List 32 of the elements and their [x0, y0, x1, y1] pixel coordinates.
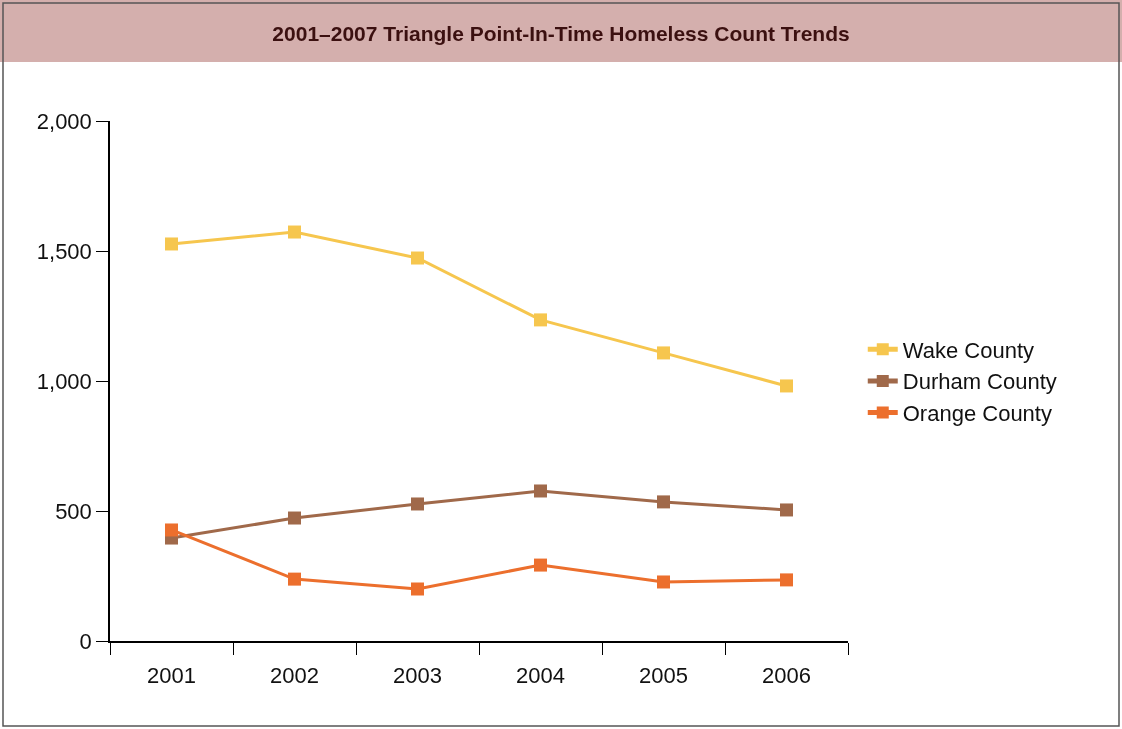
point	[411, 251, 424, 265]
x-tick-label: 2004	[516, 663, 565, 689]
point	[534, 313, 547, 327]
point	[657, 575, 670, 589]
x-tick-label: 2006	[762, 663, 811, 689]
point	[288, 572, 301, 586]
point	[288, 511, 301, 525]
point	[165, 523, 178, 537]
point	[534, 484, 547, 498]
x-tick-label: 2001	[147, 663, 196, 689]
point	[288, 225, 301, 239]
legend-label: Orange County	[902, 401, 1052, 427]
point	[534, 558, 547, 572]
x-tick-label: 2005	[639, 663, 688, 689]
y-tick-label: 0	[79, 628, 92, 654]
point	[657, 495, 670, 509]
x-tick-label: 2002	[270, 663, 319, 689]
y-tick-label: 1,500	[36, 238, 92, 264]
point	[780, 573, 793, 587]
point	[165, 237, 178, 251]
x-tick-label: 2003	[393, 663, 442, 689]
y-tick-label: 2,000	[36, 108, 92, 134]
point	[411, 582, 424, 596]
chart-title: 2001–2007 Triangle Point-In-Time Homeless Count Trends	[272, 22, 850, 46]
point	[411, 497, 424, 511]
legend-label: Durham County	[902, 369, 1057, 395]
y-tick-label: 500	[55, 498, 92, 524]
y-tick-label: 1,000	[36, 368, 92, 394]
point	[780, 503, 793, 517]
point	[657, 346, 670, 360]
point	[780, 379, 793, 393]
legend-label: Wake County	[902, 337, 1035, 363]
